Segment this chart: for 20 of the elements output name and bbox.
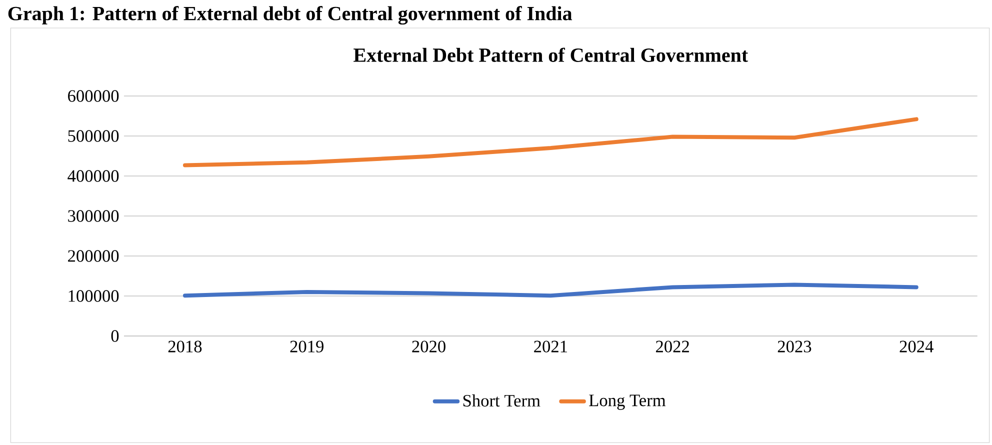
y-tick-label: 300000 xyxy=(68,210,119,222)
x-tick-label: 2022 xyxy=(656,340,689,352)
line-series xyxy=(182,282,918,298)
x-tick-label: 2019 xyxy=(290,340,324,352)
chart-title: External Debt Pattern of Central Government xyxy=(354,48,748,62)
legend-label: Short Term xyxy=(463,394,540,406)
x-tick-label: 2024 xyxy=(900,340,934,352)
line-series xyxy=(182,117,918,168)
y-tick-label: 500000 xyxy=(68,130,119,142)
x-tick-label: 2023 xyxy=(778,340,812,352)
x-tick-label: 2021 xyxy=(534,340,567,352)
y-tick-label: 200000 xyxy=(68,250,119,262)
y-tick-label: 100000 xyxy=(68,290,119,302)
y-tick-label: 400000 xyxy=(68,170,119,182)
x-tick-label: 2020 xyxy=(412,340,446,352)
caption: Graph 1: Pattern of External debt of Central government of India xyxy=(8,6,572,24)
x-tick-label: 2018 xyxy=(168,340,202,352)
y-tick-label: 0 xyxy=(111,330,119,342)
legend-label: Long Term xyxy=(589,394,666,410)
y-tick-label: 600000 xyxy=(68,90,119,102)
